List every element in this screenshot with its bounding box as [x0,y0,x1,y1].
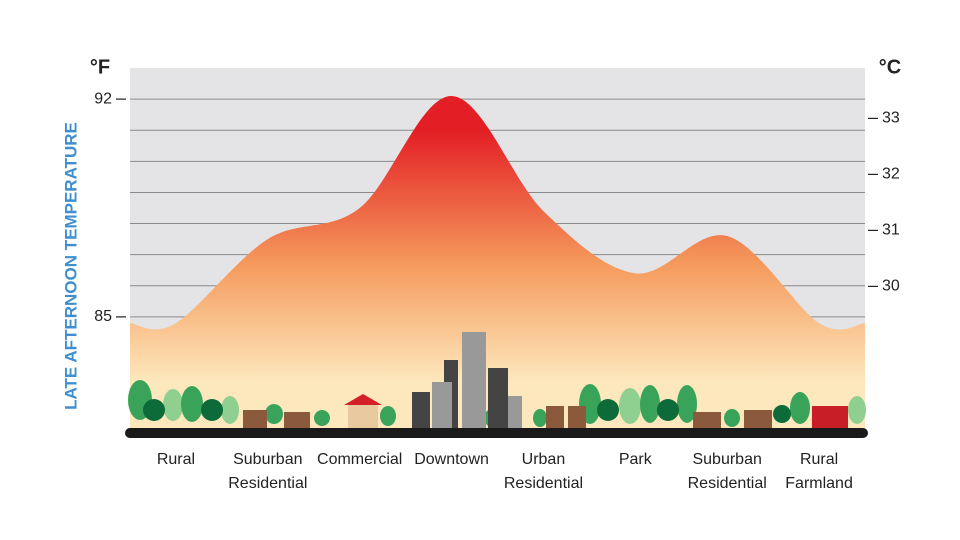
x-tick-label: Rural [156,451,196,468]
x-tick-label: Suburban Residential [687,451,767,492]
x-tick-label: Rural Farmland [785,451,853,492]
y2-tick-label: 30 [882,278,900,295]
y2-tick-label: 31 [882,222,900,239]
y-tick-label: 85 [94,308,112,325]
y2-tick-label: 33 [882,110,900,127]
x-tick-label: Suburban Residential [228,451,308,492]
y2-unit: °C [879,56,901,78]
x-tick-label: Commercial [317,451,403,468]
y-unit: °F [90,56,110,78]
y2-tick-label: 32 [882,166,900,183]
y-axis-label: LATE AFTERNOON TEMPERATURE [61,122,80,410]
x-tick-label: Park [618,451,652,468]
temperature-area [130,95,865,432]
x-tick-label: Downtown [414,451,489,468]
x-tick-label: Urban Residential [503,451,584,492]
y-tick-label: 92 [94,90,112,107]
scenery [125,332,868,438]
